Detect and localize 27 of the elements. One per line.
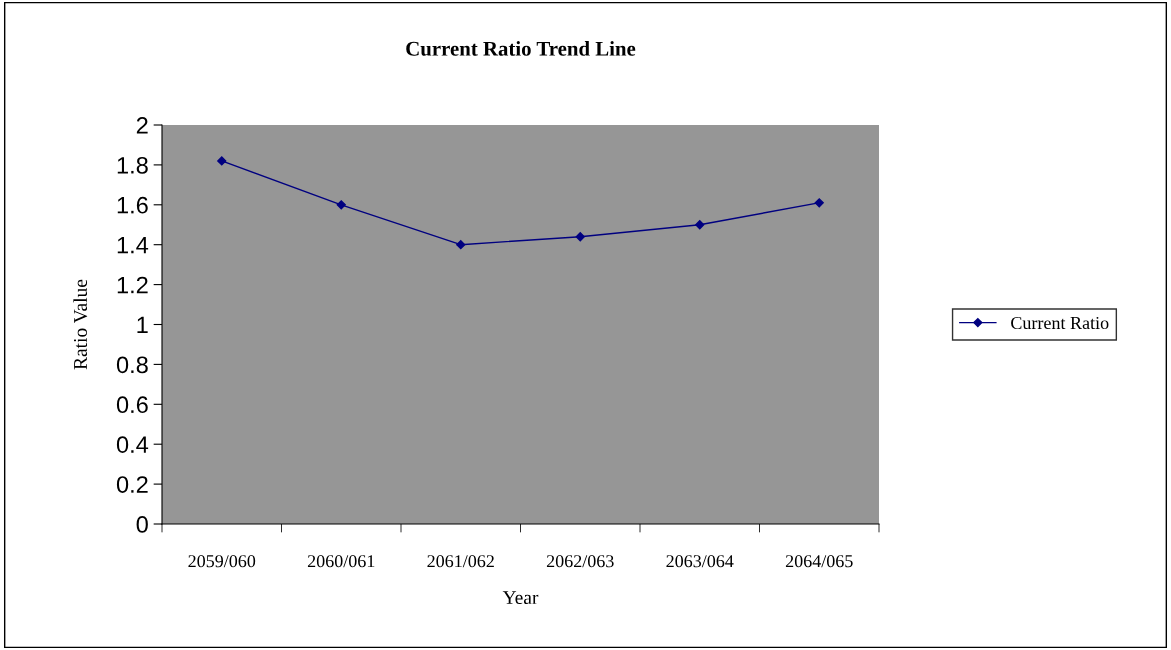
y-tick-label: 1.4 — [117, 237, 149, 254]
y-axis-title: Ratio Value — [73, 279, 88, 370]
y-tick-label: 0.8 — [116, 356, 148, 374]
y-tick-label: 0.2 — [116, 476, 148, 493]
y-tick-label: 2 — [136, 117, 148, 134]
y-tick-label: 0 — [136, 516, 148, 533]
y-tick-label: 1.8 — [117, 156, 148, 174]
x-tick-label: 2062/063 — [546, 555, 614, 568]
x-axis-title: Year — [502, 591, 539, 605]
point — [695, 220, 705, 230]
point — [575, 232, 585, 242]
y-tick-label: 1.6 — [117, 196, 148, 214]
y-tick-label: 1 — [137, 316, 148, 334]
legend-label: Current Ratio — [1011, 316, 1109, 330]
y-tick-label: 0.4 — [116, 436, 149, 453]
chart-title: Current Ratio Trend Line — [406, 41, 636, 56]
x-tick-label: 2060/061 — [307, 555, 375, 568]
x-tick-label: 2063/064 — [666, 555, 734, 568]
y-tick-label: 0.6 — [116, 396, 148, 414]
point — [456, 240, 466, 250]
x-tick-label: 2064/065 — [785, 555, 853, 568]
point — [217, 156, 227, 166]
x-tick-label: 2061/062 — [427, 555, 494, 568]
point — [814, 198, 824, 208]
y-tick-label: 1.2 — [117, 276, 148, 294]
point — [336, 200, 346, 210]
x-tick-label: 2059/060 — [188, 555, 256, 568]
